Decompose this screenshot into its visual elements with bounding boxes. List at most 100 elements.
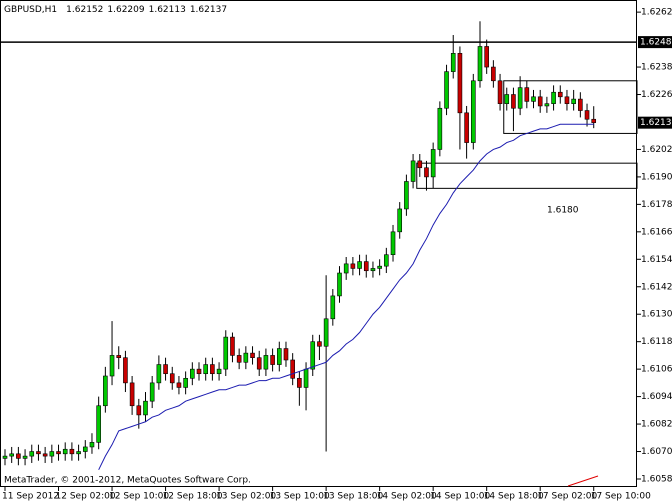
y-tick-label: 1.61420 bbox=[641, 282, 672, 292]
candle-body bbox=[276, 348, 282, 365]
candle-body bbox=[330, 295, 336, 320]
candle-body bbox=[156, 364, 162, 384]
candle-body bbox=[236, 355, 242, 363]
candle-body bbox=[183, 377, 188, 388]
x-tick-label: 12 Sep 18:00 bbox=[163, 492, 223, 502]
y-tick-label: 1.61660 bbox=[641, 227, 672, 237]
candle-body bbox=[584, 110, 590, 120]
y-tick-label: 1.60580 bbox=[641, 474, 672, 484]
candle-body bbox=[143, 400, 148, 416]
x-tick-label: 13 Sep 18:00 bbox=[323, 492, 383, 502]
candle-body bbox=[169, 373, 175, 384]
candle-body bbox=[96, 405, 101, 443]
candle-body bbox=[69, 448, 75, 455]
candle-body bbox=[464, 112, 469, 143]
candle-body bbox=[76, 451, 81, 455]
price-tag-label: 1.62137 bbox=[640, 118, 672, 128]
candle-body bbox=[303, 368, 309, 388]
candle-body bbox=[517, 87, 523, 109]
header-close: 1.62137 bbox=[190, 5, 227, 15]
candle-body bbox=[203, 364, 208, 375]
candle-body bbox=[477, 46, 483, 82]
candle-body bbox=[497, 80, 503, 104]
x-tick-label: 12 Sep 02:00 bbox=[56, 492, 116, 502]
y-tick-label: 1.61900 bbox=[641, 172, 672, 182]
candle-body bbox=[210, 364, 215, 375]
chart-header: GBPUSD,H1 1.62152 1.62209 1.62113 1.62137 bbox=[4, 5, 227, 15]
candle-body bbox=[116, 355, 122, 358]
candle-body bbox=[410, 160, 416, 182]
y-tick-label: 1.61300 bbox=[641, 310, 672, 320]
price-tag bbox=[638, 36, 672, 49]
x-tick-label: 14 Sep 10:00 bbox=[430, 492, 490, 502]
candle-body bbox=[557, 91, 563, 98]
candle-body bbox=[544, 103, 550, 107]
candle-body bbox=[243, 352, 249, 363]
candle-body bbox=[62, 448, 68, 455]
candle-body bbox=[444, 71, 449, 109]
price-tag bbox=[638, 116, 672, 129]
price-tag-label: 1.62489 bbox=[640, 38, 672, 48]
candle-body bbox=[377, 265, 382, 269]
candle-body bbox=[270, 355, 275, 365]
candle-body bbox=[450, 53, 456, 72]
header-low: 1.62113 bbox=[149, 5, 186, 15]
candle-body bbox=[571, 98, 576, 104]
candle-body bbox=[430, 149, 436, 178]
candle-body bbox=[190, 368, 195, 379]
candle-body bbox=[504, 94, 510, 104]
y-tick-label: 1.61180 bbox=[641, 337, 672, 347]
candle-body bbox=[49, 451, 55, 457]
candle-body bbox=[196, 368, 202, 375]
candle-body bbox=[29, 451, 35, 457]
candle-body bbox=[129, 382, 135, 407]
candle-body bbox=[2, 455, 8, 459]
y-tick-label: 1.61060 bbox=[641, 365, 672, 375]
candle-body bbox=[337, 272, 342, 297]
candle-body bbox=[297, 377, 302, 388]
x-tick-label: 14 Sep 18:00 bbox=[484, 492, 544, 502]
candle-body bbox=[384, 254, 389, 267]
candle-body bbox=[103, 375, 108, 407]
candle-body bbox=[89, 442, 95, 448]
candle-body bbox=[417, 160, 423, 169]
x-tick-label: 17 Sep 02:00 bbox=[537, 492, 597, 502]
copyright: MetaTrader, © 2001-2012, MetaQuotes Soft… bbox=[4, 476, 251, 486]
candle-body bbox=[457, 53, 463, 114]
candle-body bbox=[256, 357, 262, 370]
candle-body bbox=[350, 263, 356, 269]
candle-body bbox=[82, 446, 88, 452]
candle-body bbox=[317, 341, 322, 347]
candle-body bbox=[363, 261, 369, 272]
candle-body bbox=[390, 231, 396, 256]
decoration bbox=[567, 475, 599, 487]
y-tick-label: 1.60820 bbox=[641, 420, 672, 430]
candle-body bbox=[216, 368, 222, 375]
candle-body bbox=[343, 263, 349, 274]
candle-body bbox=[357, 261, 362, 269]
candle-body bbox=[16, 453, 21, 459]
candle-body bbox=[424, 167, 429, 178]
candle-body bbox=[551, 91, 556, 104]
y-tick-label: 1.62260 bbox=[641, 90, 672, 100]
candle-body bbox=[163, 364, 168, 375]
candle-body bbox=[370, 268, 376, 272]
candle-body bbox=[323, 318, 329, 347]
candle-body bbox=[397, 208, 403, 233]
candle-body bbox=[9, 453, 14, 457]
candle-body bbox=[36, 451, 41, 455]
header-open: 1.62152 bbox=[66, 5, 103, 15]
y-tick-label: 1.62620 bbox=[641, 8, 672, 18]
candle-body bbox=[564, 96, 570, 104]
candle-body bbox=[537, 96, 543, 107]
x-tick-label: 11 Sep 2012 bbox=[2, 492, 59, 502]
candle-body bbox=[283, 348, 289, 361]
y-tick-label: 1.60940 bbox=[641, 392, 672, 402]
x-tick-label: 13 Sep 02:00 bbox=[216, 492, 276, 502]
candle-body bbox=[524, 87, 530, 102]
header-high: 1.62209 bbox=[107, 5, 144, 15]
x-tick-label: 12 Sep 10:00 bbox=[109, 492, 169, 502]
y-tick-label: 1.61540 bbox=[641, 255, 672, 265]
plot-frame bbox=[0, 0, 637, 487]
